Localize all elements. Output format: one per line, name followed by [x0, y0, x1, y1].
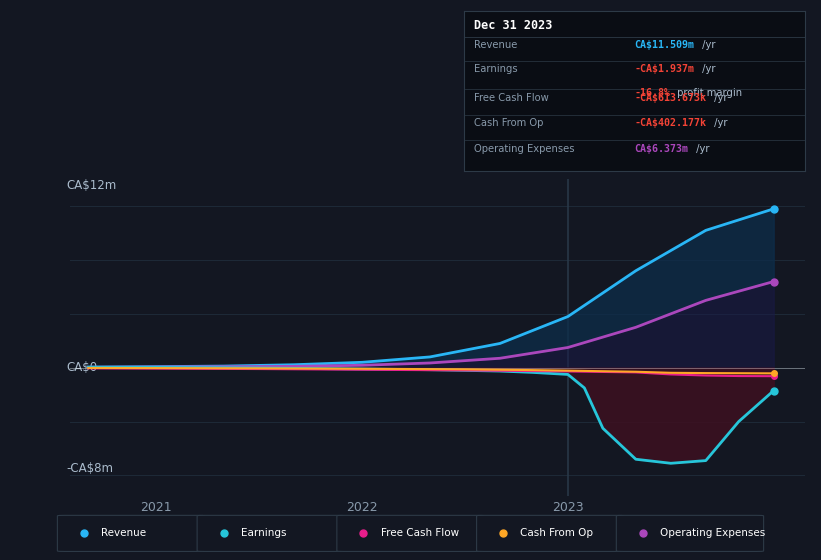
- Text: CA$0: CA$0: [67, 361, 97, 374]
- Text: -CA$8m: -CA$8m: [67, 463, 113, 475]
- Text: /yr: /yr: [699, 40, 715, 50]
- Text: Cash From Op: Cash From Op: [521, 529, 594, 538]
- Text: /yr: /yr: [711, 92, 727, 102]
- Text: Earnings: Earnings: [474, 64, 518, 74]
- Text: /yr: /yr: [711, 118, 727, 128]
- FancyBboxPatch shape: [476, 515, 624, 552]
- Text: CA$11.509m: CA$11.509m: [635, 40, 695, 50]
- Text: -16.8%: -16.8%: [635, 88, 670, 98]
- Text: CA$12m: CA$12m: [67, 179, 117, 192]
- FancyBboxPatch shape: [617, 515, 764, 552]
- Text: Free Cash Flow: Free Cash Flow: [381, 529, 459, 538]
- Text: Revenue: Revenue: [474, 40, 517, 50]
- Text: profit margin: profit margin: [674, 88, 742, 98]
- Text: Revenue: Revenue: [101, 529, 146, 538]
- Text: CA$6.373m: CA$6.373m: [635, 144, 688, 153]
- Text: /yr: /yr: [699, 64, 715, 74]
- FancyBboxPatch shape: [57, 515, 204, 552]
- Text: -CA$402.177k: -CA$402.177k: [635, 118, 706, 128]
- Text: Free Cash Flow: Free Cash Flow: [474, 92, 548, 102]
- Text: Dec 31 2023: Dec 31 2023: [474, 19, 553, 32]
- Text: Operating Expenses: Operating Expenses: [474, 144, 575, 153]
- FancyBboxPatch shape: [337, 515, 484, 552]
- Text: Earnings: Earnings: [241, 529, 287, 538]
- Text: Operating Expenses: Operating Expenses: [660, 529, 765, 538]
- Text: /yr: /yr: [693, 144, 709, 153]
- Text: Cash From Op: Cash From Op: [474, 118, 544, 128]
- Text: -CA$613.673k: -CA$613.673k: [635, 92, 706, 102]
- FancyBboxPatch shape: [197, 515, 345, 552]
- Text: -CA$1.937m: -CA$1.937m: [635, 64, 695, 74]
